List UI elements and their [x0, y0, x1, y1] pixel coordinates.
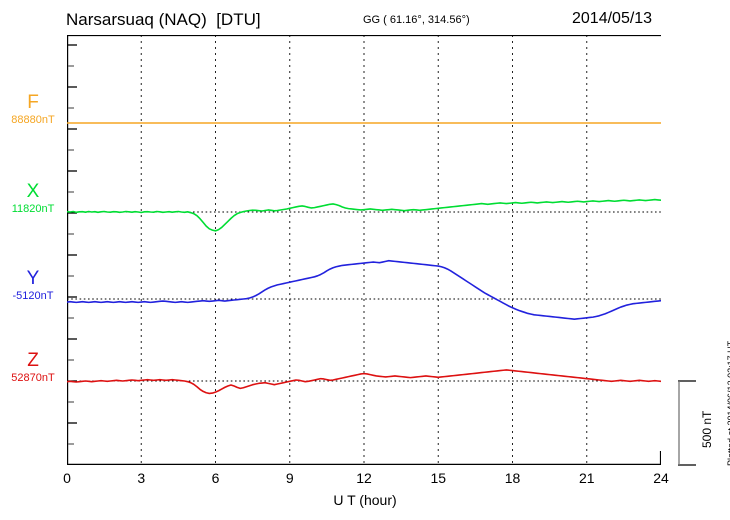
scale-bar-label: 500 nT	[700, 410, 714, 448]
x-tick-label-12: 12	[356, 470, 372, 486]
component-label-z: Z 52870nT	[2, 351, 64, 385]
x-tick-label-18: 18	[504, 470, 521, 486]
observation-date-label: 2014/05/13	[572, 10, 653, 27]
x-axis-caption: U T (hour)	[333, 492, 397, 508]
component-label-x: X 11820nT	[2, 182, 64, 216]
component-symbol-y: Y	[26, 268, 40, 289]
x-tick-label-3: 3	[137, 470, 146, 486]
component-baseline-x: 11820nT	[11, 203, 55, 215]
component-symbol-z: Z	[27, 350, 39, 371]
magnetogram-plot	[67, 35, 661, 465]
component-symbol-f: F	[27, 92, 39, 113]
geographic-coordinates-label: GG ( 61.16°, 314.56°)	[363, 14, 470, 26]
component-label-f: F 88880nT	[2, 93, 64, 127]
trace-Z	[67, 369, 661, 395]
x-tick-label-15: 15	[430, 470, 447, 486]
page-title: Narsarsuaq (NAQ) [DTU]	[66, 10, 261, 29]
component-baseline-y: -5120nT	[12, 290, 54, 302]
component-baseline-f: 88880nT	[11, 114, 55, 126]
scale-bar	[678, 380, 696, 466]
component-baseline-z: 52870nT	[11, 372, 55, 384]
x-tick-label-9: 9	[285, 470, 294, 486]
trace-Y	[67, 259, 661, 320]
x-tick-label-6: 6	[211, 470, 220, 486]
component-symbol-x: X	[26, 181, 40, 202]
x-tick-label-0: 0	[63, 470, 71, 486]
x-tick-label-24: 24	[653, 470, 669, 486]
x-tick-label-21: 21	[578, 470, 595, 486]
component-label-y: Y -5120nT	[2, 269, 64, 303]
plotted-at-label: Plotted at 2014/06/13 02:17 UT	[726, 340, 730, 466]
plot-canvas	[67, 35, 661, 465]
trace-X	[67, 198, 661, 232]
